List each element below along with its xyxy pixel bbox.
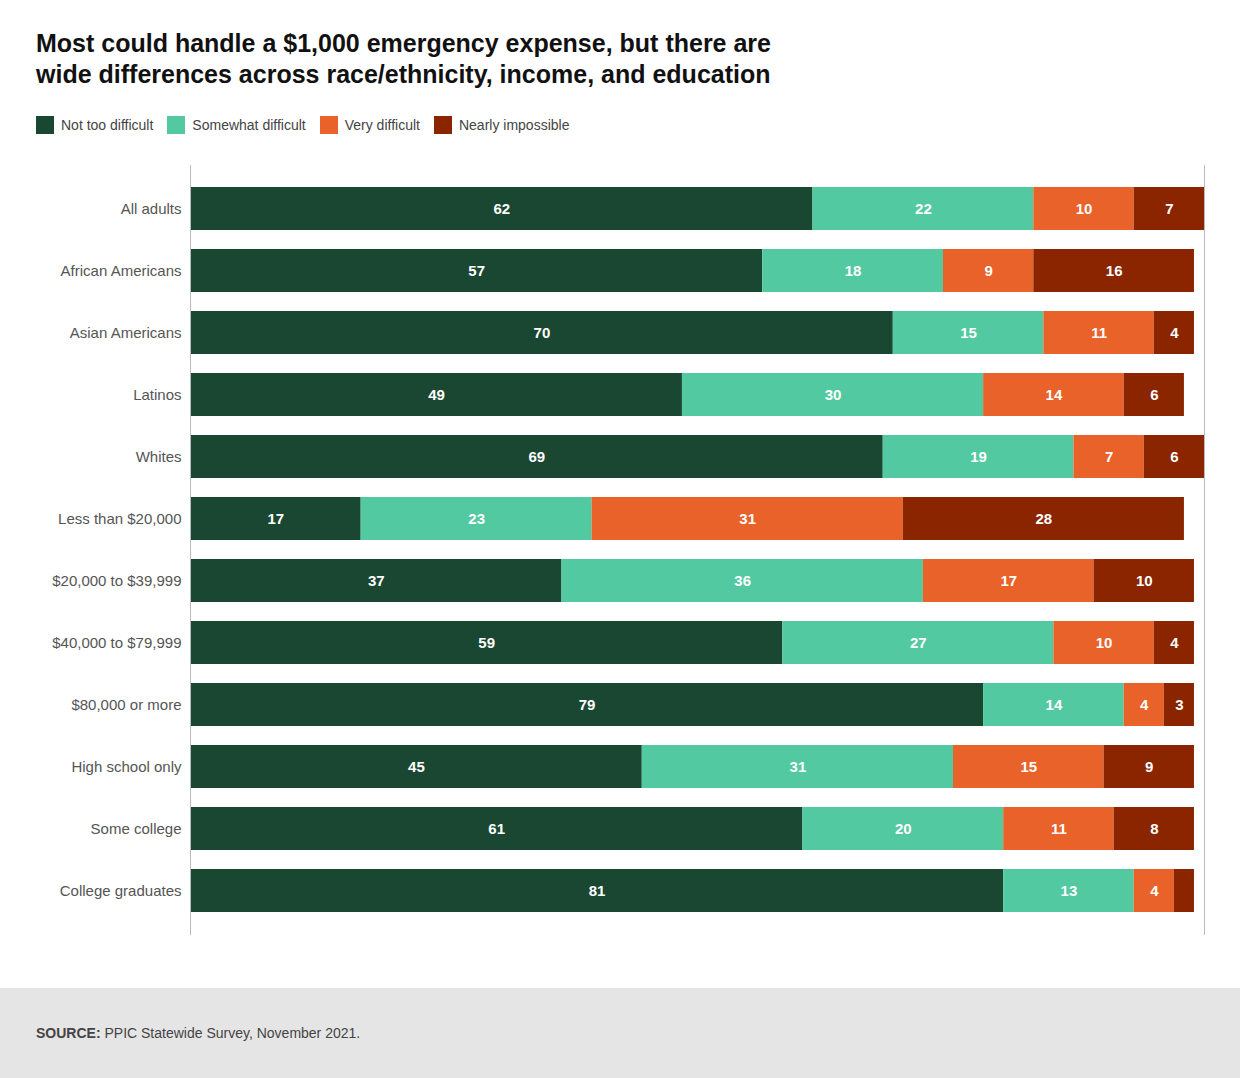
svg-text:18: 18 <box>845 261 862 278</box>
svg-text:10: 10 <box>1136 571 1153 588</box>
html-text:Most could handle a $1,000 eme: Most could handle a $1,000 emergency exp… <box>36 29 771 89</box>
svg-text:7: 7 <box>1105 447 1113 464</box>
svg-text:8: 8 <box>1150 819 1158 836</box>
svg-text:19: 19 <box>970 447 987 464</box>
svg-text:African Americans: African Americans <box>61 261 182 278</box>
svg-text:28: 28 <box>1036 509 1053 526</box>
html-text:Very difficult: Very difficult <box>344 117 420 133</box>
svg-text:23: 23 <box>468 509 485 526</box>
svg-text:70: 70 <box>534 323 551 340</box>
svg-text:College graduates: College graduates <box>60 881 182 898</box>
svg-text:6: 6 <box>1170 447 1178 464</box>
svg-text:4: 4 <box>1140 695 1149 712</box>
svg-text:30: 30 <box>825 385 842 402</box>
svg-text:61: 61 <box>488 819 505 836</box>
svg-text:Some college: Some college <box>91 819 182 836</box>
html-text:Nearly impossible: Nearly impossible <box>459 117 570 133</box>
svg-text:Whites: Whites <box>136 447 182 464</box>
svg-text:62: 62 <box>493 199 510 216</box>
svg-text:81: 81 <box>589 881 606 898</box>
svg-text:13: 13 <box>1061 881 1078 898</box>
svg-text:11: 11 <box>1051 819 1067 836</box>
svg-text:4: 4 <box>1150 881 1159 898</box>
svg-text:79: 79 <box>579 695 596 712</box>
svg-text:16: 16 <box>1106 261 1123 278</box>
svg-text:69: 69 <box>529 447 546 464</box>
svg-text:31: 31 <box>790 757 807 774</box>
svg-text:10: 10 <box>1076 199 1093 216</box>
svg-text:57: 57 <box>468 261 485 278</box>
svg-text:17: 17 <box>1000 571 1017 588</box>
svg-text:22: 22 <box>915 199 932 216</box>
svg-text:36: 36 <box>734 571 751 588</box>
svg-text:20: 20 <box>895 819 912 836</box>
svg-text:7: 7 <box>1165 199 1173 216</box>
svg-text:49: 49 <box>428 385 445 402</box>
html-text:Not too difficult: Not too difficult <box>61 117 154 133</box>
svg-text:14: 14 <box>1046 385 1063 402</box>
html-text:SOURCE: PPIC Statewide Survey,: SOURCE: PPIC Statewide Survey, November … <box>36 1025 361 1041</box>
svg-text:3: 3 <box>1175 695 1183 712</box>
svg-text:9: 9 <box>1145 757 1153 774</box>
svg-text:10: 10 <box>1096 633 1113 650</box>
svg-text:59: 59 <box>478 633 495 650</box>
svg-text:$40,000 to $79,999: $40,000 to $79,999 <box>52 633 181 650</box>
svg-text:27: 27 <box>910 633 927 650</box>
svg-text:Latinos: Latinos <box>133 385 181 402</box>
svg-text:All adults: All adults <box>121 199 182 216</box>
svg-text:Asian Americans: Asian Americans <box>70 323 182 340</box>
svg-text:15: 15 <box>960 323 977 340</box>
svg-text:45: 45 <box>408 757 425 774</box>
svg-text:$20,000 to $39,999: $20,000 to $39,999 <box>52 571 181 588</box>
svg-text:31: 31 <box>739 509 756 526</box>
svg-text:4: 4 <box>1170 323 1179 340</box>
svg-text:15: 15 <box>1020 757 1037 774</box>
svg-text:High school only: High school only <box>71 757 182 774</box>
svg-text:14: 14 <box>1046 695 1063 712</box>
html-text:Somewhat difficult: Somewhat difficult <box>192 117 306 133</box>
svg-text:17: 17 <box>267 509 284 526</box>
svg-text:37: 37 <box>368 571 385 588</box>
svg-text:4: 4 <box>1170 633 1179 650</box>
svg-text:$80,000 or more: $80,000 or more <box>71 695 181 712</box>
svg-text:6: 6 <box>1150 385 1158 402</box>
svg-text:9: 9 <box>984 261 992 278</box>
svg-text:11: 11 <box>1091 323 1107 340</box>
svg-text:Less than $20,000: Less than $20,000 <box>58 509 181 526</box>
